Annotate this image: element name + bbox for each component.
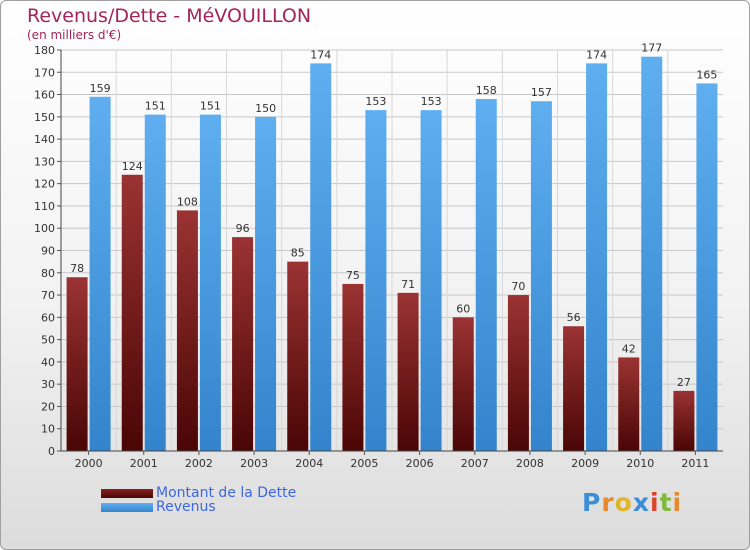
- logo-letter: P: [582, 488, 602, 517]
- data-label-debt: 78: [70, 262, 84, 275]
- proxiti-logo: Proxiti: [582, 488, 682, 517]
- y-tick-label: 70: [41, 289, 55, 302]
- y-tick-label: 40: [41, 356, 55, 369]
- bar-revenue: [144, 114, 166, 451]
- bar-debt: [397, 292, 419, 451]
- x-tick-label: 2009: [571, 457, 599, 470]
- data-label-revenue: 165: [696, 68, 717, 81]
- data-label-debt: 42: [622, 342, 636, 355]
- bar-revenue: [420, 110, 442, 452]
- bar-debt: [452, 317, 474, 451]
- data-label-revenue: 177: [641, 42, 662, 55]
- data-label-revenue: 174: [586, 48, 607, 61]
- data-label-debt: 56: [567, 311, 581, 324]
- y-tick-label: 20: [41, 400, 55, 413]
- data-label-debt: 85: [291, 247, 305, 260]
- x-tick-label: 2010: [626, 457, 654, 470]
- bar-revenue: [696, 83, 718, 452]
- y-tick-label: 150: [34, 111, 55, 124]
- bar-revenue: [641, 56, 663, 451]
- bar-debt: [618, 357, 640, 451]
- y-tick-label: 140: [34, 133, 55, 146]
- y-tick-label: 110: [34, 200, 55, 213]
- bar-debt: [176, 210, 198, 451]
- x-tick-label: 2008: [516, 457, 544, 470]
- bar-debt: [673, 390, 695, 451]
- chart-subtitle: (en milliers d'€): [27, 28, 122, 42]
- bar-revenue: [89, 96, 111, 452]
- y-tick-label: 50: [41, 334, 55, 347]
- y-tick-label: 80: [41, 267, 55, 280]
- y-tick-label: 130: [34, 155, 55, 168]
- legend-swatch-revenue: [101, 503, 153, 512]
- bar-debt: [287, 261, 309, 451]
- logo-letter: i: [672, 488, 683, 517]
- grid: [61, 49, 723, 452]
- data-label-debt: 75: [346, 269, 360, 282]
- x-tick-label: 2003: [240, 457, 268, 470]
- y-tick-label: 60: [41, 311, 55, 324]
- data-label-revenue: 157: [531, 86, 552, 99]
- x-tick-label: 2006: [406, 457, 434, 470]
- bar-debt: [563, 326, 585, 451]
- legend-label-revenue: Revenus: [156, 499, 216, 515]
- data-label-debt: 96: [236, 222, 250, 235]
- data-labels: 78 159 124 151 108 151 96 150 85 174 75 153 71 153 60 1…: [70, 42, 717, 389]
- data-label-revenue: 158: [476, 84, 497, 97]
- logo-letter: x: [632, 488, 650, 517]
- y-tick-label: 30: [41, 378, 55, 391]
- bar-debt: [121, 174, 143, 451]
- chart-title: Revenus/Dette - MéVOUILLON: [27, 5, 312, 27]
- y-tick-label: 120: [34, 178, 55, 191]
- bar-debt: [342, 283, 364, 451]
- y-tick-label: 170: [34, 66, 55, 79]
- data-label-revenue: 151: [145, 100, 166, 113]
- data-label-revenue: 151: [200, 100, 221, 113]
- data-label-revenue: 153: [365, 95, 386, 108]
- x-tick-label: 2007: [461, 457, 489, 470]
- data-label-debt: 71: [401, 278, 415, 291]
- bar-revenue: [475, 99, 497, 451]
- x-tick-label: 2005: [350, 457, 378, 470]
- bar-revenue: [530, 101, 552, 451]
- data-label-debt: 70: [511, 280, 525, 293]
- bar-debt: [66, 277, 88, 451]
- data-label-revenue: 159: [90, 82, 111, 95]
- x-tick-label: 2000: [75, 457, 103, 470]
- x-tick-label: 2004: [295, 457, 323, 470]
- logo-letter: t: [659, 488, 673, 517]
- y-tick-label: 160: [34, 89, 55, 102]
- y-tick-label: 90: [41, 245, 55, 258]
- logo-letter: r: [601, 488, 615, 517]
- x-tick-label: 2001: [130, 457, 158, 470]
- y-tick-label: 180: [34, 44, 55, 57]
- logo-letter: i: [650, 488, 660, 517]
- bars: [66, 56, 718, 452]
- data-label-revenue: 153: [421, 95, 442, 108]
- data-label-debt: 124: [122, 160, 143, 173]
- logo-letter: o: [614, 488, 633, 517]
- legend-label-debt: Montant de la Dette: [156, 485, 297, 501]
- data-label-debt: 27: [677, 376, 691, 389]
- bar-revenue: [365, 110, 387, 452]
- legend-swatch-debt: [101, 489, 153, 498]
- bar-revenue: [586, 63, 608, 451]
- y-tick-label: 10: [41, 423, 55, 436]
- bar-revenue: [255, 116, 277, 451]
- data-label-debt: 108: [177, 195, 198, 208]
- bar-revenue: [310, 63, 332, 451]
- x-tick-label: 2011: [681, 457, 709, 470]
- bar-revenue: [199, 114, 221, 451]
- data-label-revenue: 174: [310, 48, 331, 61]
- data-label-revenue: 150: [255, 102, 276, 115]
- bar-debt: [507, 295, 529, 451]
- x-tick-label: 2002: [185, 457, 213, 470]
- axes: 0 10 20 30 40 50 60 70 80 90 100 110 120 130 140 150 160…: [34, 44, 723, 470]
- y-tick-label: 0: [48, 445, 55, 458]
- bar-debt: [232, 237, 254, 451]
- y-tick-label: 100: [34, 222, 55, 235]
- data-label-debt: 60: [456, 302, 470, 315]
